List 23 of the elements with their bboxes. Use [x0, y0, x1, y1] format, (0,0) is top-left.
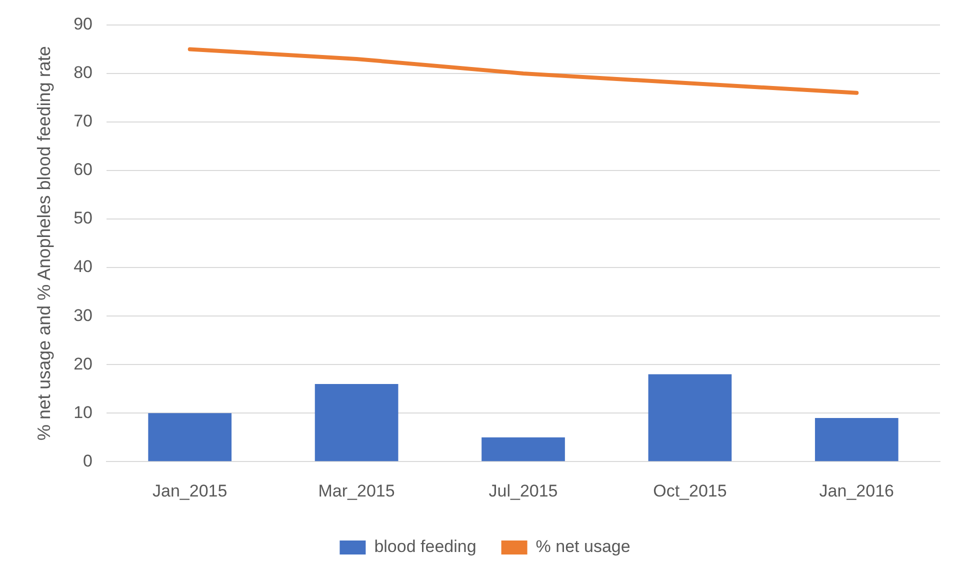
y-tick-label: 30: [74, 306, 93, 325]
y-tick-label: 40: [74, 257, 93, 276]
bar: [148, 413, 232, 462]
legend-label: % net usage: [536, 537, 630, 556]
y-tick-label: 60: [74, 160, 93, 180]
legend-label: blood feeding: [374, 537, 476, 556]
y-tick-label: 20: [74, 354, 93, 374]
x-tick-label: Jan_2016: [819, 481, 894, 500]
bar: [648, 374, 732, 462]
y-tick-label: 50: [74, 208, 93, 228]
bar: [482, 437, 565, 462]
y-tick-label: 70: [74, 112, 93, 131]
bar: [314, 384, 398, 462]
y-tick-label: 10: [74, 402, 93, 422]
x-tick-label: Jul_2015: [488, 481, 558, 500]
x-tick-label: Oct_2015: [653, 481, 727, 500]
y-tick-label: 0: [83, 451, 93, 470]
y-tick-label: 80: [74, 63, 93, 82]
bar: [814, 418, 898, 462]
x-tick-label: Mar_2015: [318, 481, 395, 500]
y-axis-title: % net usage and % Anopheles blood feeding rate: [34, 46, 54, 440]
x-tick-label: Jan_2015: [152, 481, 228, 500]
y-tick-label: 90: [74, 14, 93, 34]
